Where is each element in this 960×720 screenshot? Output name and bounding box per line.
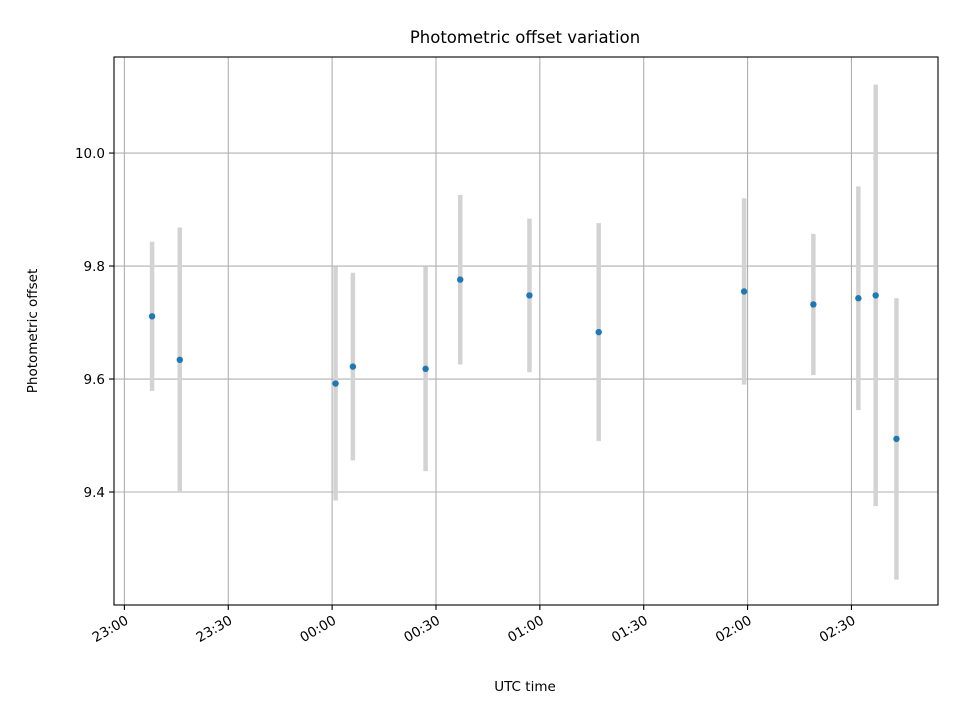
data-point (810, 301, 817, 308)
data-point (457, 276, 464, 283)
y-axis-label: Photometric offset (25, 269, 41, 393)
y-axis-ticks: 9.4 9.6 9.8 10.0 (75, 146, 114, 501)
data-point (148, 313, 156, 320)
data-point (893, 435, 900, 443)
y-tick-label: 9.6 (84, 372, 105, 388)
x-tick-label: 02:30 (817, 613, 859, 646)
data-point (740, 288, 748, 295)
grid (114, 57, 938, 605)
data-point (349, 363, 357, 370)
y-tick-label: 9.4 (84, 485, 105, 501)
data-point (872, 292, 879, 299)
error-bars (149, 84, 899, 580)
data-point (526, 292, 533, 299)
data-point (595, 328, 602, 336)
x-tick-label: 01:00 (505, 613, 547, 646)
x-axis-label: UTC time (494, 679, 556, 695)
y-tick-label: 9.8 (84, 259, 105, 275)
data-point (855, 295, 862, 302)
chart-title: Photometric offset variation (410, 28, 640, 47)
x-tick-label: 00:30 (401, 613, 443, 646)
data-point (176, 356, 183, 364)
data-point (422, 365, 429, 373)
data-point (332, 380, 339, 387)
x-axis-ticks: 23:00 23:30 00:00 00:30 01:00 01:30 02:00 02:30 (90, 605, 859, 646)
x-tick-label: 23:00 (90, 613, 132, 646)
data-points (148, 276, 900, 443)
x-tick-label: 23:30 (194, 613, 236, 646)
x-tick-label: 01:30 (609, 613, 651, 646)
y-tick-label: 10.0 (75, 146, 105, 162)
x-tick-label: 00:00 (297, 613, 339, 646)
plot-frame (113, 56, 939, 606)
x-tick-label: 02:00 (713, 613, 755, 646)
